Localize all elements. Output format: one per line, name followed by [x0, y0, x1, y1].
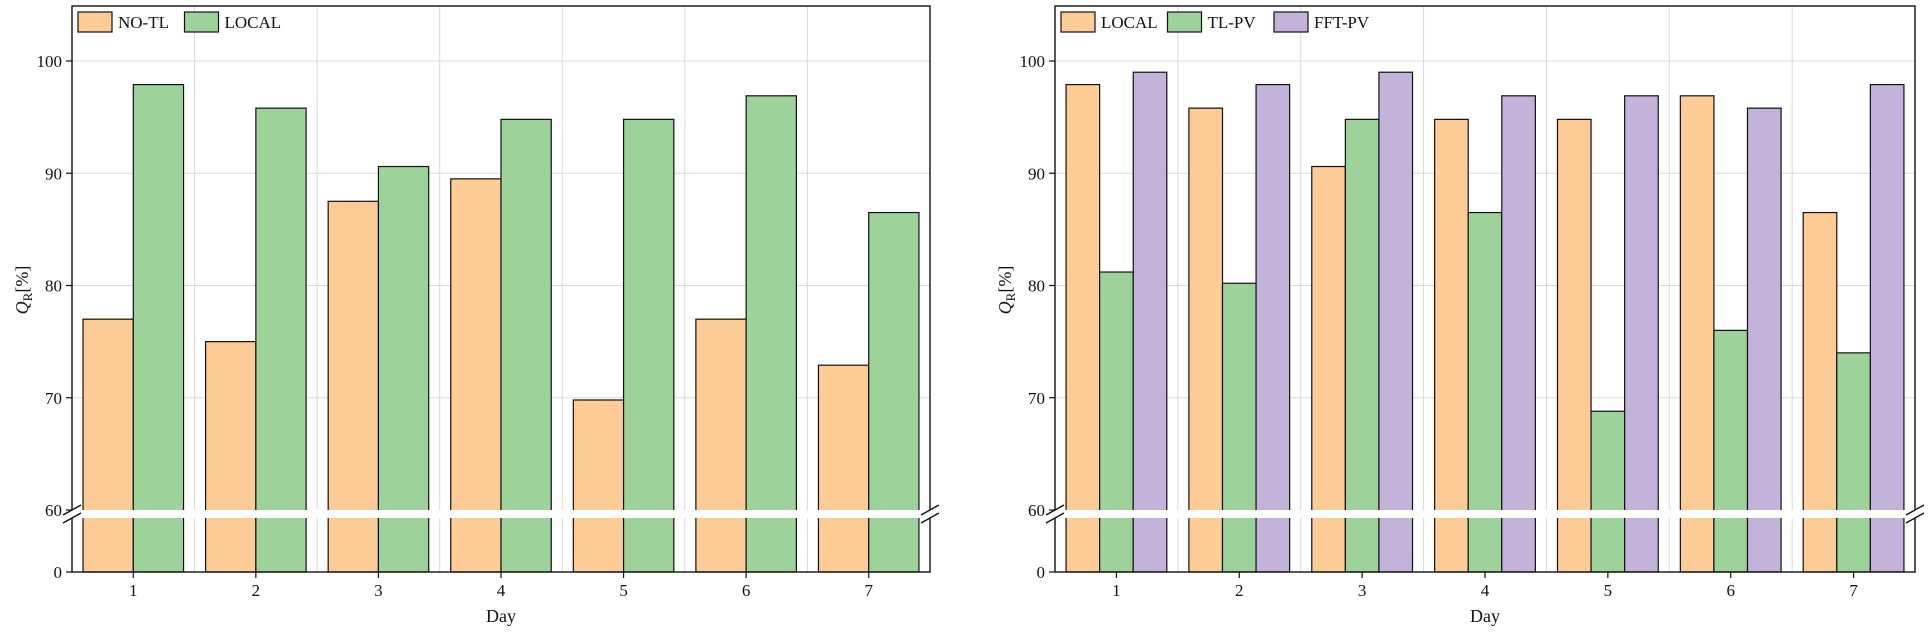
axis-break-mark [1045, 512, 1065, 524]
x-tick-label: 2 [252, 581, 261, 600]
bar-local-day-5 [622, 118, 675, 573]
bar-local-day-6 [745, 95, 797, 573]
y-axis-label-sub: R [20, 292, 35, 301]
x-axis-label: Day [1470, 606, 1500, 626]
x-tick-label: 4 [1481, 581, 1490, 600]
y-axis-label-q: Q [995, 301, 1015, 314]
x-tick-label: 7 [864, 581, 873, 600]
y-tick-label: 80 [1028, 277, 1045, 296]
y-axis-label-q: Q [12, 301, 32, 314]
legend-swatch-tl-pv [1166, 11, 1203, 33]
y-axis-label: QR[%] [995, 266, 1018, 315]
y-tick-label: 60 [45, 501, 62, 520]
y-tick-label: 80 [45, 277, 62, 296]
x-tick-label: 1 [129, 581, 138, 600]
chart-left: 100 90 80 70 60 0 1 2 3 4 5 6 7 Day QR[%] NO-TL LOCAL [12, 5, 946, 626]
bar-local-day-2 [1188, 107, 1224, 573]
bar-no-tl-day-2 [205, 341, 257, 573]
legend-label-no-tl: NO-TL [118, 13, 169, 32]
bar-fft-pv-day-7 [1869, 83, 1905, 573]
bar-tl-pv-day-1 [1099, 271, 1134, 573]
bar-fft-pv-day-3 [1378, 71, 1414, 573]
bar-fft-pv-day-5 [1624, 95, 1659, 573]
legend-label-fft-pv: FFT-PV [1314, 13, 1370, 32]
axis-break-band [1039, 510, 1930, 518]
x-tick-label: 5 [619, 581, 628, 600]
legend-swatch-fft-pv [1273, 11, 1309, 33]
y-axis-label-sub: R [1003, 292, 1018, 301]
x-tick-label: 5 [1604, 581, 1613, 600]
bar-no-tl-day-5 [572, 399, 625, 573]
y-tick-label: 0 [54, 563, 63, 582]
axis-break-mark [1905, 512, 1925, 524]
y-tick-label: 100 [1020, 52, 1046, 71]
x-tick-label: 4 [497, 581, 506, 600]
axis-break-band [56, 510, 946, 518]
bar-local-day-7 [868, 211, 920, 573]
bar-fft-pv-day-4 [1501, 95, 1536, 573]
bar-tl-pv-day-6 [1713, 329, 1749, 573]
bar-local-day-5 [1556, 118, 1592, 573]
bar-local-day-3 [1311, 165, 1346, 573]
legend-swatch-local [1060, 11, 1096, 33]
bar-local-day-1 [1065, 83, 1101, 573]
x-tick-label: 6 [1726, 581, 1735, 600]
bar-local-day-4 [500, 118, 552, 573]
y-axis-label-unit: [%] [995, 266, 1015, 293]
bar-local-day-2 [255, 107, 307, 573]
x-tick-label: 7 [1849, 581, 1858, 600]
legend-label-tl-pv: TL-PV [1208, 13, 1257, 32]
axis-break-mark [1905, 504, 1925, 516]
x-tick-label: 1 [1112, 581, 1121, 600]
y-tick-label: 90 [1028, 164, 1045, 183]
bar-no-tl-day-6 [695, 318, 747, 573]
legend-label-local: LOCAL [225, 13, 282, 32]
y-tick-label: 0 [1037, 563, 1046, 582]
bar-tl-pv-day-2 [1221, 282, 1257, 573]
bar-fft-pv-day-1 [1132, 71, 1168, 573]
y-tick-label: 90 [45, 164, 62, 183]
x-tick-label: 3 [1358, 581, 1367, 600]
axis-break-mark [920, 512, 940, 524]
bar-local-day-7 [1802, 211, 1838, 573]
bar-tl-pv-day-5 [1590, 410, 1626, 573]
axis-break-mark [920, 504, 940, 516]
x-axis-label: Day [486, 606, 516, 626]
legend-swatch-no-tl [77, 11, 113, 33]
x-tick-label: 6 [742, 581, 751, 600]
y-axis-label: QR[%] [12, 266, 35, 315]
chart-right: 100 90 80 70 60 0 1 2 3 4 5 6 7 Day QR[%] LOCAL TL-PV FFT… [995, 5, 1930, 626]
y-tick-label: 60 [1028, 501, 1045, 520]
legend-swatch-local [183, 11, 220, 33]
y-tick-label: 100 [37, 52, 63, 71]
bar-fft-pv-day-6 [1746, 107, 1782, 573]
bar-local-day-6 [1679, 95, 1715, 573]
x-tick-label: 2 [1235, 581, 1244, 600]
bar-local-day-4 [1434, 118, 1469, 573]
bar-local-day-1 [132, 83, 185, 573]
y-tick-label: 70 [45, 389, 62, 408]
bar-no-tl-day-1 [82, 318, 134, 573]
bar-no-tl-day-7 [817, 364, 870, 573]
bar-tl-pv-day-4 [1467, 211, 1503, 573]
y-axis-label-unit: [%] [12, 266, 32, 293]
bar-tl-pv-day-7 [1836, 352, 1871, 573]
legend-label-local: LOCAL [1101, 13, 1158, 32]
bar-fft-pv-day-2 [1255, 83, 1291, 573]
bar-no-tl-day-4 [450, 178, 502, 573]
y-tick-label: 70 [1028, 389, 1045, 408]
x-tick-label: 3 [374, 581, 383, 600]
axis-break-mark [62, 512, 82, 524]
bar-tl-pv-day-3 [1344, 118, 1380, 573]
